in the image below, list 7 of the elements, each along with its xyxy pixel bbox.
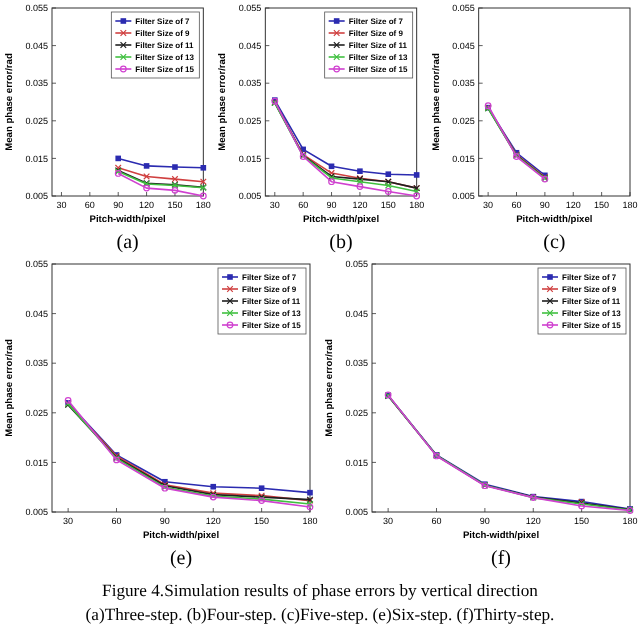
caption: Figure 4.Simulation results of phase errors by vertical direction [102,580,540,600]
text: (b) [329,232,353,254]
text: (e) [169,548,193,570]
text: (c) [543,232,566,254]
text: (f) [491,548,511,570]
text: (a)Three-step. (b)Four-step. (c)Five-step. (e)Six-step. (f)Thirty-step. [85,604,555,624]
text: (a) [116,232,139,254]
